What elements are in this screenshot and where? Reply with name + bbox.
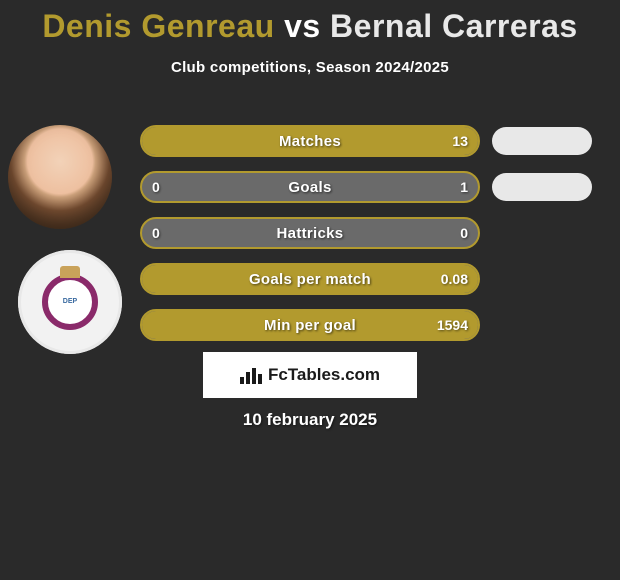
stat-bar: 0.08Goals per match [140,263,480,295]
title-vs: vs [284,8,330,44]
stat-label: Hattricks [142,219,478,247]
page-title: Denis Genreau vs Bernal Carreras [0,0,620,45]
stat-row: 1594Min per goal [0,302,620,348]
subtitle: Club competitions, Season 2024/2025 [0,59,620,76]
brand-label: FcTables.com [268,365,380,385]
stat-label: Matches [142,127,478,155]
stat-label: Min per goal [142,311,478,339]
player2-indicator-pill [492,173,592,201]
stat-row: 00Hattricks [0,210,620,256]
stat-label: Goals [142,173,478,201]
stat-row: 13Matches [0,118,620,164]
stat-rows: 13Matches 01Goals 00Hattricks 0.08Goals per… [0,118,620,348]
stat-bar: 13Matches [140,125,480,157]
stat-bar: 1594Min per goal [140,309,480,341]
stat-bar: 01Goals [140,171,480,203]
stat-row: 0.08Goals per match [0,256,620,302]
title-player1: Denis Genreau [42,8,274,44]
title-player2: Bernal Carreras [330,8,578,44]
stat-label: Goals per match [142,265,478,293]
comparison-infographic: Denis Genreau vs Bernal Carreras Club co… [0,0,620,580]
stat-bar: 00Hattricks [140,217,480,249]
player2-indicator-pill [492,127,592,155]
brand-box: FcTables.com [203,352,417,398]
brand-bars-icon [240,366,262,384]
stat-row: 01Goals [0,164,620,210]
date-text: 10 february 2025 [0,410,620,430]
